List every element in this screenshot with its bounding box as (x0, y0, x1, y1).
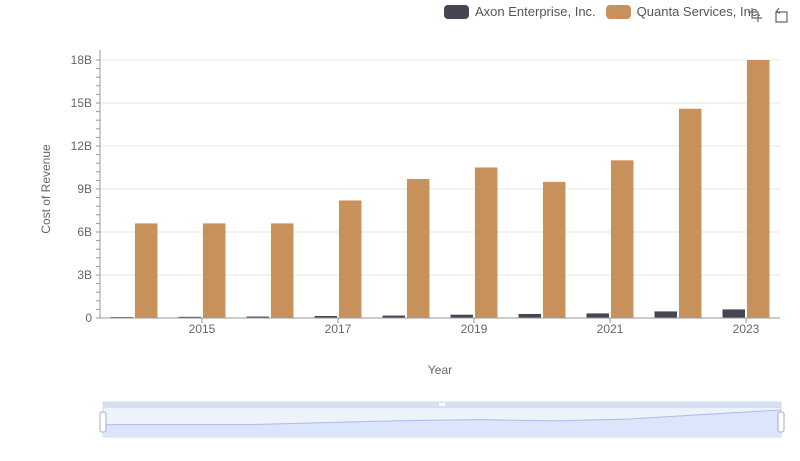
y-tick-label: 9B (77, 182, 92, 196)
legend-swatch-axon (444, 4, 469, 19)
zoom-line-preview (103, 409, 782, 426)
bar-axon-2022[interactable] (654, 311, 677, 318)
bar-quanta-2019[interactable] (475, 167, 498, 319)
bar-quanta-2015[interactable] (203, 223, 226, 318)
y-tick-label: 12B (71, 139, 92, 153)
x-axis-title: Year (427, 363, 453, 377)
bar-axon-2017[interactable] (314, 315, 337, 318)
bar-quanta-2018[interactable] (407, 178, 430, 318)
y-tick-label: 0 (85, 311, 92, 325)
bar-quanta-2021[interactable] (611, 160, 634, 318)
zoom-area-preview (103, 410, 781, 437)
legend: Axon Enterprise, Inc. Quanta Services, I… (444, 4, 771, 19)
y-axis-title: Cost of Revenue (39, 144, 53, 234)
restore-icon[interactable] (772, 6, 790, 24)
bar-quanta-2014[interactable] (135, 223, 158, 318)
bar-axon-2021[interactable] (586, 313, 609, 318)
legend-swatch-quanta (605, 4, 631, 19)
bar-axon-2015[interactable] (178, 316, 201, 318)
y-tick-label: 18B (71, 53, 92, 67)
toolbox (746, 6, 790, 24)
bar-quanta-2023[interactable] (747, 60, 770, 318)
grid-lines (100, 59, 780, 276)
data-zoom-slider[interactable] (99, 401, 785, 438)
bar-quanta-2016[interactable] (271, 223, 294, 318)
legend-label-quanta: Quanta Services, Inc. (636, 4, 761, 19)
bar-quanta-2022[interactable] (679, 108, 702, 318)
zoom-handle-right[interactable] (777, 411, 785, 433)
zoom-handle-left[interactable] (99, 411, 107, 433)
legend-item-quanta[interactable]: Quanta Services, Inc. (605, 4, 761, 19)
y-tick-label: 15B (71, 96, 92, 110)
bar-axon-2019[interactable] (450, 314, 473, 318)
x-tick-label: 2015 (189, 322, 216, 336)
bar-axon-2020[interactable] (518, 313, 541, 318)
bar-axon-2018[interactable] (382, 315, 405, 318)
x-tick-label: 2023 (733, 322, 760, 336)
bars (110, 60, 770, 319)
x-tick-label: 2019 (461, 322, 488, 336)
legend-item-axon[interactable]: Axon Enterprise, Inc. (444, 4, 596, 19)
x-tick-label: 2017 (325, 322, 352, 336)
bar-quanta-2017[interactable] (339, 200, 362, 318)
legend-label-axon: Axon Enterprise, Inc. (475, 4, 596, 19)
x-tick-label: 2021 (597, 322, 624, 336)
axes: 0 3B 6B 9B 12B 15B 18B 2015 2017 2019 2021 2023 (71, 50, 780, 336)
zoom-icon[interactable] (746, 6, 764, 24)
zoom-drag-grip[interactable] (439, 403, 445, 406)
bar-axon-2023[interactable] (722, 309, 745, 318)
y-tick-label: 6B (77, 225, 92, 239)
y-tick-label: 3B (77, 268, 92, 282)
bar-quanta-2020[interactable] (543, 181, 566, 318)
bar-axon-2016[interactable] (246, 316, 269, 318)
